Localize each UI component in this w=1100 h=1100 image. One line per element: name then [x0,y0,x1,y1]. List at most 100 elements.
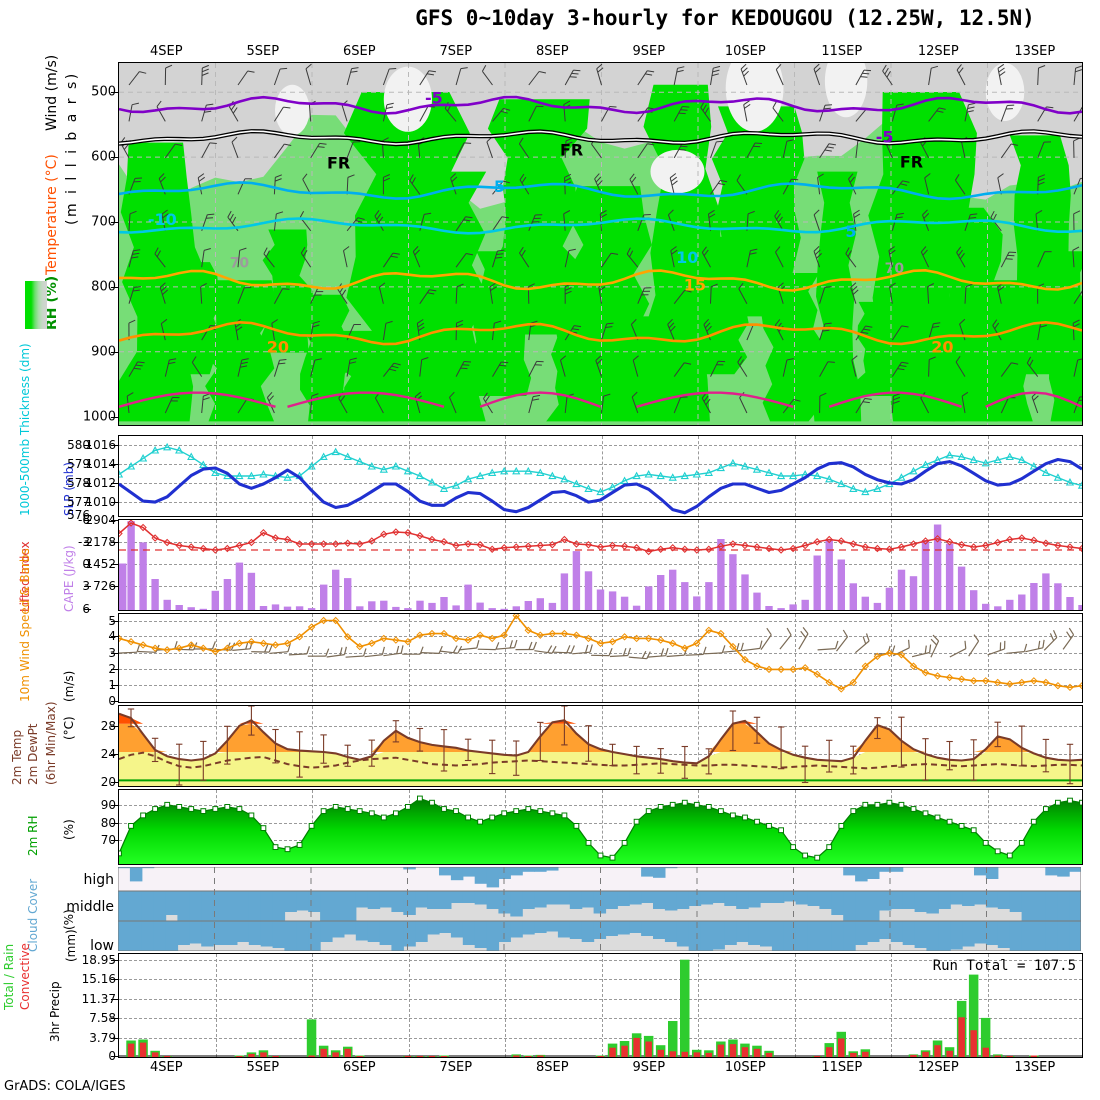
sounding-temperature-label: Temperature (°C) [44,154,60,275]
top-date-label: 7SEP [439,44,473,59]
y-tick-mark [111,652,118,654]
plot-canvas [119,706,1082,786]
y-tick-mark [111,781,118,783]
grid-line-vertical [601,436,603,516]
temp2m-units-label: (°C) [62,716,76,740]
rh2m-label: 2m RH [26,815,40,857]
panel-slp-thickness[interactable] [118,435,1083,517]
grid-line-vertical [505,706,506,786]
grid-line-vertical [794,790,796,864]
temp2m-y-tick: 24 [100,747,116,761]
precip-y-tick: 18.95 [81,952,116,967]
temp2m-y-tick: 20 [100,774,116,789]
y-tick-mark [84,515,91,517]
panel-lifted-index-cape[interactable] [118,519,1083,611]
grid-line-horizontal [119,586,1082,588]
plot-canvas [119,442,1082,515]
grid-line-horizontal [119,652,1082,654]
grid-line-vertical [891,954,892,1057]
dewpt2m-label: 2m DewPt [26,723,40,785]
panel-2m-temp-dewpt[interactable] [118,705,1083,787]
y-tick-mark [111,501,118,503]
top-date-label: 13SEP [1014,44,1056,59]
sounding-y-tick: 800 [91,279,116,295]
top-date-label: 6SEP [342,44,376,59]
plot-canvas [119,795,1082,864]
grid-line-vertical [312,436,313,516]
precip-y-tick: 3.79 [89,1030,116,1045]
temp2m-y-tick: 28 [100,719,116,734]
grid-line-horizontal [119,1037,1082,1039]
y-tick-mark [111,998,118,1000]
grid-line-vertical [601,790,603,864]
svg-text:-10: -10 [148,210,177,229]
y-tick-mark [84,586,91,588]
cloud-row-label-low: low [90,938,114,954]
thickness-y-tick: 578 [67,475,90,490]
bottom-date-label: 10SEP [724,1060,766,1075]
grid-line-vertical [505,614,506,702]
rh2m-y-tick: 80 [100,815,116,830]
thickness-y-tick: 579 [67,457,90,471]
grid-line-horizontal [119,959,1082,961]
cape-y-tick: 726 [93,579,116,594]
precip-y-tick: 7.58 [89,1011,116,1026]
cloud-label: Cloud Cover [26,878,40,952]
sounding-y-tick: 600 [91,149,116,165]
grid-line-vertical [312,954,313,1057]
bottom-date-label: 7SEP [439,1060,473,1075]
precip-y-tick: 11.37 [81,991,116,1006]
rh2m-y-tick: 70 [100,833,116,848]
sounding-y-tick: 900 [91,344,116,360]
y-tick-mark [111,286,118,288]
y-tick-mark [111,959,118,961]
y-tick-mark [111,520,118,521]
cape-label: CAPE (J/kg) [62,545,76,612]
svg-text:FR: FR [327,154,350,173]
panel-cloud-cover[interactable] [118,867,1083,951]
slp-y-tick: 1012 [85,475,116,490]
y-tick-mark [111,840,118,842]
y-tick-mark [111,620,118,622]
plot-canvas [119,520,1082,610]
y-tick-mark [84,542,91,544]
y-tick-mark [111,157,118,159]
precip-y-tick: 15.16 [81,972,116,987]
y-tick-mark [84,608,91,610]
panel-upper-air-cross-section[interactable]: 70 70 -5 -5 FR FR FR 5 5 -10 10 15 20 20 [118,62,1083,426]
grid-line-horizontal [119,669,1082,670]
grid-line-horizontal [119,564,1082,566]
run-total-annotation: Run Total = 107.5 [932,958,1076,974]
wind10m-label: 10m Wind Speed & Barbs [18,548,32,702]
temp2m-minmax-label: (6hr Min/Max) [44,701,58,786]
page-title: GFS 0~10day 3-hourly for KEDOUGOU (12.25… [415,6,1035,30]
panel-10m-wind[interactable] [118,613,1083,703]
y-tick-mark [111,1056,118,1058]
y-tick-mark [111,804,118,806]
panel-2m-rh[interactable] [118,789,1083,865]
precip-convective-label: Convective [18,943,32,1010]
grid-line-horizontal [119,620,1082,622]
plot-canvas [119,959,1082,1057]
rh2m-units-label: (%) [62,819,76,840]
grid-line-horizontal [119,1018,1082,1020]
svg-text:10: 10 [676,248,698,267]
precip-label: 3hr Precip [48,981,62,1042]
y-tick-mark [111,92,118,94]
grid-line-vertical [601,614,603,702]
grid-line-horizontal [119,542,1082,544]
grid-line-vertical [698,436,699,516]
top-date-label: 5SEP [246,44,280,59]
svg-text:5: 5 [494,177,505,196]
wind10m-units-label: (m/s) [62,670,76,702]
panel-3hr-precip[interactable]: Run Total = 107.5 [118,953,1083,1058]
rh-shade-legend [25,281,47,329]
slp-y-tick: 1010 [85,494,116,509]
y-tick-mark [111,1037,118,1039]
grid-line-vertical [408,954,410,1057]
grid-line-vertical [408,614,410,702]
thickness-y-tick: 580 [67,437,90,452]
precip-total-rain-label: Total / Rain [2,943,16,1010]
svg-text:-5: -5 [425,89,443,108]
grid-line-vertical [312,706,313,786]
